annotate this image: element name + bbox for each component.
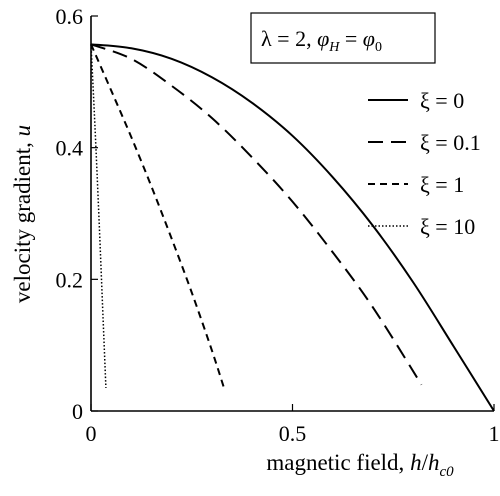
annotation-frame [250, 12, 436, 64]
y-axis-label: velocity gradient, u [10, 125, 35, 303]
x-tick-label: 0.5 [279, 421, 307, 446]
annotation-phi2-sub: 0 [375, 40, 382, 55]
y-axis-label-u: u [10, 125, 35, 137]
x-tick-label: 1 [489, 421, 500, 446]
annotation-text: λ = 2, φH = φ0 [261, 26, 382, 55]
legend-label: ξ = 0 [420, 88, 464, 113]
annotation-phi1-sub: H [328, 40, 340, 55]
series-line [90, 43, 423, 386]
legend-label: ξ = 1 [420, 172, 464, 197]
x-axis-label-text: magnetic field, [266, 450, 410, 475]
curves [90, 43, 495, 412]
y-tick-label: 0.2 [56, 267, 84, 292]
annotation-phi1: φ [317, 26, 329, 51]
series-line [90, 43, 495, 412]
y-tick-label: 0.4 [56, 136, 84, 161]
series-line [90, 44, 107, 388]
y-tick-label: 0 [72, 399, 83, 424]
y-axis-label-text: velocity gradient, [10, 136, 35, 303]
annotation-eq: = [339, 26, 362, 51]
x-axis-label-h2: h [428, 450, 440, 475]
legend-label: ξ = 10 [420, 214, 475, 239]
series-line [90, 43, 225, 389]
y-tick-label: 0.6 [56, 4, 84, 29]
x-axis-label-h: h [410, 450, 422, 475]
legend: ξ = 0 ξ = 0.1 ξ = 1 ξ = 10 [368, 88, 481, 239]
annotation-box: λ = 2, φH = φ0 [250, 12, 436, 64]
annotation-lambda: λ = 2, [261, 26, 317, 51]
tick-labels: 0 0.5 1 0 0.2 0.4 0.6 [56, 4, 500, 446]
x-axis-label-slash: / [422, 450, 429, 475]
x-tick-label: 0 [86, 421, 97, 446]
x-axis-label-sub: c0 [439, 464, 454, 480]
legend-label: ξ = 0.1 [420, 130, 481, 155]
annotation-phi2: φ [363, 26, 375, 51]
x-axis-label: magnetic field, h/hc0 [266, 450, 454, 480]
